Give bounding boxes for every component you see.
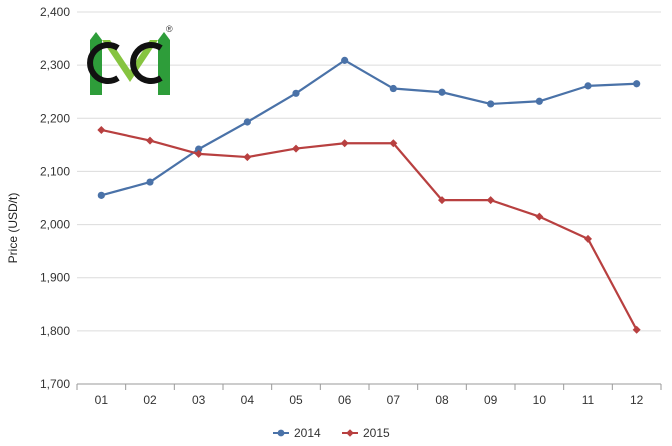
data-point	[632, 325, 641, 334]
data-point	[146, 178, 154, 186]
legend-item-2015: 2015	[342, 426, 390, 440]
y-tick-label: 2,200	[40, 111, 70, 125]
data-point	[340, 139, 349, 148]
x-tick-label: 04	[241, 393, 255, 407]
x-tick-label: 06	[338, 393, 352, 407]
series-line	[101, 128, 638, 331]
y-tick-label: 2,100	[40, 164, 70, 178]
legend-marker	[277, 429, 285, 437]
logo-m-right-stem	[158, 32, 170, 95]
y-axis-label: Price (USD/t)	[6, 193, 20, 264]
data-point	[292, 144, 300, 153]
data-point	[438, 196, 446, 205]
data-point	[389, 139, 398, 148]
x-tick-label: 05	[289, 393, 303, 407]
legend-marker	[346, 429, 354, 437]
series-2015	[97, 125, 641, 334]
x-axis-ticks: 01 02 03 04 05 06 07 08 09 10 11 12	[76, 384, 662, 407]
y-tick-label: 2,000	[40, 218, 70, 232]
legend: 2014 2015	[273, 426, 390, 440]
x-tick-label: 02	[143, 393, 157, 407]
grid-lines	[77, 11, 661, 385]
x-tick-label: 01	[95, 393, 109, 407]
y-tick-label: 2,300	[40, 58, 70, 72]
data-point	[584, 82, 592, 90]
data-point	[389, 84, 397, 93]
data-point	[97, 191, 105, 199]
logo-c-right	[130, 42, 163, 84]
y-axis-ticks: 1,700 1,800 1,900 2,000 2,100 2,200 2,300 2,400	[40, 5, 70, 391]
series-line	[101, 59, 637, 197]
logo-registered-mark: ®	[166, 24, 173, 34]
legend-item-2014: 2014	[273, 426, 321, 440]
data-point	[243, 153, 252, 162]
data-point	[535, 97, 543, 105]
x-tick-label: 12	[630, 393, 644, 407]
x-tick-label: 07	[387, 393, 401, 407]
data-point	[243, 118, 251, 126]
data-point	[487, 100, 495, 108]
data-point	[292, 89, 300, 97]
data-point	[194, 149, 203, 158]
data-point	[195, 145, 203, 153]
data-point	[535, 212, 544, 221]
data-point	[584, 234, 592, 243]
legend-label: 2014	[294, 426, 321, 440]
data-point	[341, 56, 349, 64]
x-tick-label: 11	[582, 393, 595, 407]
logo-c-left	[87, 42, 120, 84]
series-layer	[97, 56, 641, 334]
data-point	[146, 136, 154, 145]
logo-m-center-v	[102, 40, 158, 82]
logo-mark: ®	[87, 24, 173, 95]
y-tick-label: 1,800	[40, 324, 70, 338]
data-point	[633, 80, 641, 88]
series-2014	[97, 56, 641, 199]
x-tick-label: 03	[192, 393, 206, 407]
y-tick-label: 1,900	[40, 271, 70, 285]
x-tick-label: 10	[533, 393, 547, 407]
data-point	[486, 196, 495, 205]
y-tick-label: 1,700	[40, 377, 70, 391]
legend-label: 2015	[363, 426, 390, 440]
x-tick-label: 09	[484, 393, 498, 407]
y-tick-label: 2,400	[40, 5, 70, 19]
x-tick-label: 08	[435, 393, 449, 407]
data-point	[438, 88, 446, 96]
data-point	[97, 125, 106, 134]
